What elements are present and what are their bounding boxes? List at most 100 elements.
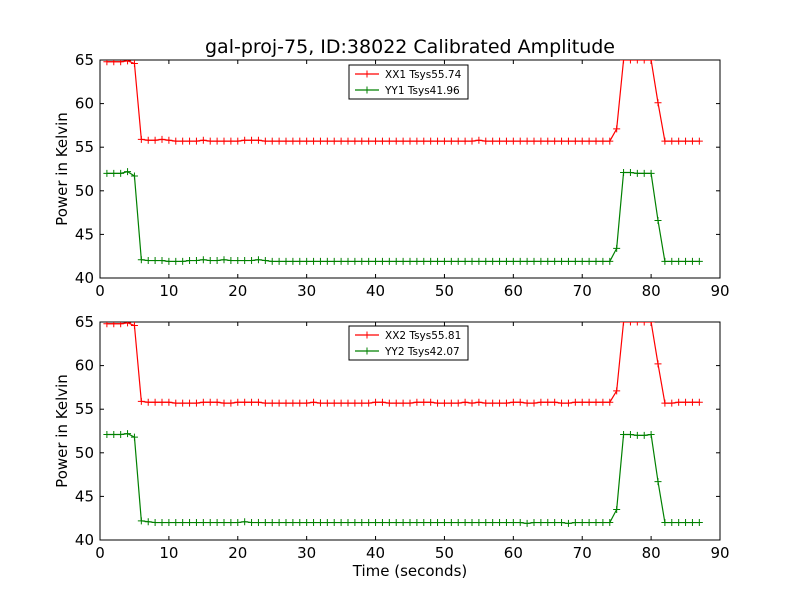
data-point: [516, 519, 524, 527]
data-point: [103, 430, 111, 438]
data-point: [695, 137, 703, 145]
x-tick-label: 60: [504, 282, 523, 300]
data-point: [165, 257, 173, 265]
data-point: [626, 322, 634, 326]
data-point: [668, 519, 676, 527]
data-point: [551, 137, 559, 145]
data-point: [254, 256, 262, 264]
data-point: [468, 257, 476, 265]
series-group: [103, 322, 703, 527]
data-point: [124, 430, 132, 438]
y-tick-label: 65: [75, 313, 94, 331]
data-point: [668, 137, 676, 145]
data-point: [551, 398, 559, 406]
x-tick-label: 40: [366, 282, 385, 300]
data-point: [468, 137, 476, 145]
data-point: [344, 137, 352, 145]
data-point: [468, 519, 476, 527]
data-point: [661, 399, 669, 407]
data-point: [303, 519, 311, 527]
data-point: [599, 257, 607, 265]
data-point: [482, 399, 490, 407]
data-point: [179, 137, 187, 145]
data-point: [509, 137, 517, 145]
data-point: [489, 519, 497, 527]
data-point: [130, 433, 138, 441]
data-point: [351, 137, 359, 145]
data-point: [117, 60, 125, 66]
data-point: [241, 136, 249, 144]
data-point: [172, 519, 180, 527]
data-point: [406, 257, 414, 265]
data-point: [406, 137, 414, 145]
data-point: [330, 519, 338, 527]
data-point: [282, 257, 290, 265]
legend-label: XX1 Tsys55.74: [385, 69, 462, 81]
data-point: [241, 398, 249, 406]
data-point: [130, 322, 138, 329]
subplot-1: 0 10 20 30 40 50 60 70 80 90 40 45 50 55 60 65 Power in …: [53, 51, 730, 300]
data-point: [578, 398, 586, 406]
data-point: [413, 519, 421, 527]
data-point: [186, 257, 194, 265]
data-point: [192, 257, 200, 265]
data-point: [358, 137, 366, 145]
data-point: [296, 137, 304, 145]
data-point: [268, 257, 276, 265]
data-point: [468, 399, 476, 407]
data-point: [613, 387, 621, 395]
data-point: [688, 257, 696, 265]
data-point: [199, 398, 207, 406]
data-point: [227, 399, 235, 407]
data-point: [571, 137, 579, 145]
data-point: [489, 137, 497, 145]
data-point: [434, 137, 442, 145]
legend-label: YY1 Tsys41.96: [384, 85, 460, 97]
data-point: [158, 257, 166, 265]
data-point: [613, 244, 621, 252]
data-point: [323, 137, 331, 145]
data-point: [303, 257, 311, 265]
data-point: [330, 399, 338, 407]
x-tick-label: 80: [642, 544, 661, 562]
data-point: [558, 519, 566, 527]
data-point: [399, 399, 407, 407]
data-point: [571, 257, 579, 265]
data-point: [220, 256, 228, 264]
data-point: [675, 257, 683, 265]
data-point: [392, 257, 400, 265]
data-point: [654, 99, 662, 107]
data-point: [213, 137, 221, 145]
data-point: [482, 519, 490, 527]
data-point: [578, 137, 586, 145]
data-point: [564, 257, 572, 265]
legend-marker: [363, 331, 371, 339]
data-point: [385, 519, 393, 527]
data-point: [613, 125, 621, 133]
data-point: [454, 137, 462, 145]
data-point: [248, 136, 256, 144]
data-point: [585, 398, 593, 406]
data-point: [186, 399, 194, 407]
data-point: [124, 322, 132, 327]
data-point: [289, 519, 297, 527]
data-point: [523, 519, 531, 527]
data-point: [372, 137, 380, 145]
data-point: [695, 398, 703, 406]
data-point: [537, 519, 545, 527]
data-point: [144, 136, 152, 144]
data-point: [654, 216, 662, 224]
data-point: [496, 519, 504, 527]
data-point: [606, 519, 614, 527]
data-point: [158, 135, 166, 143]
data-point: [282, 399, 290, 407]
data-point: [220, 519, 228, 527]
legend-marker: [363, 70, 371, 78]
data-point: [620, 322, 628, 326]
series-group: [103, 60, 703, 265]
y-axis-label: Power in Kelvin: [53, 112, 71, 226]
data-point: [461, 137, 469, 145]
data-point: [110, 169, 118, 177]
data-point: [137, 517, 145, 525]
data-point: [544, 137, 552, 145]
